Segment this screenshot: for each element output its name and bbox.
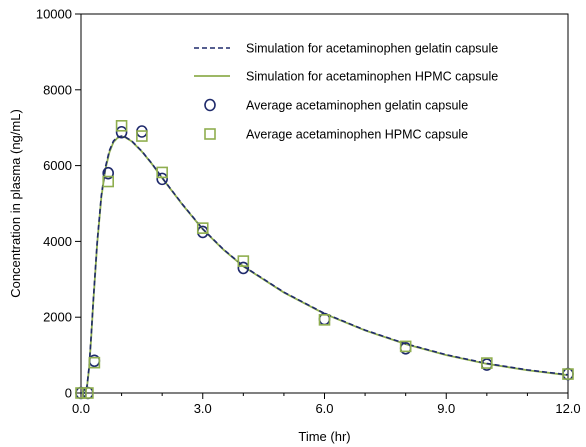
hpmc-average-point: [318, 314, 331, 326]
hpmc-average-point: [82, 387, 94, 399]
hpmc-average-point: [136, 130, 148, 142]
y-axis-title: Concentration in plasma (ng/mL): [8, 109, 23, 298]
y-tick-label: 2000: [43, 310, 72, 325]
x-tick-label: 6.0: [315, 401, 333, 416]
x-axis-ticks: 0.0 3.0 6.0 9.0 12.0: [72, 393, 581, 416]
hpmc-average-point: [237, 255, 250, 267]
gelatin-average-point: [156, 172, 168, 186]
x-tick-label: 0.0: [72, 401, 90, 416]
hpmc-simulation-line: [81, 135, 569, 394]
hpmc-average-point: [156, 166, 168, 179]
y-tick-label: 4000: [43, 234, 72, 249]
y-tick-label: 8000: [43, 82, 72, 97]
x-tick-label: 9.0: [437, 401, 455, 416]
hpmc-average-point: [88, 356, 101, 369]
hpmc-average-point: [562, 368, 574, 380]
gelatin-average-point: [102, 166, 114, 180]
hpmc-average-point: [75, 387, 87, 399]
y-tick-label: 0: [65, 386, 72, 401]
x-axis-title: Time (hr): [298, 429, 350, 444]
gelatin-average-point: [237, 261, 250, 275]
hpmc-average-point: [115, 120, 128, 132]
legend-circle-symbol: [204, 98, 216, 112]
legend-label: Simulation for acetaminophen HPMC capsul…: [246, 70, 498, 84]
legend-label: Average acetaminophen gelatin capsule: [246, 99, 468, 113]
hpmc-average-point: [196, 222, 209, 234]
y-axis-ticks: 0 2000 4000 6000 8000 10000: [36, 7, 81, 401]
y-tick-label: 6000: [43, 158, 72, 173]
gelatin-average-point: [115, 125, 128, 139]
hpmc-average-point: [399, 340, 412, 353]
legend-label: Simulation for acetaminophen gelatin cap…: [246, 42, 498, 56]
legend-label: Average acetaminophen HPMC capsule: [246, 128, 468, 142]
y-tick-label: 10000: [36, 7, 72, 22]
gelatin-simulation-line: [81, 135, 569, 394]
hpmc-average-point: [481, 357, 493, 369]
hpmc-average-point: [102, 175, 114, 188]
legend: Simulation for acetaminophen gelatin cap…: [194, 42, 498, 142]
series-layer: [75, 120, 574, 400]
legend-square-symbol: [204, 128, 216, 140]
x-tick-label: 3.0: [194, 401, 212, 416]
x-tick-label: 12.0: [555, 401, 580, 416]
